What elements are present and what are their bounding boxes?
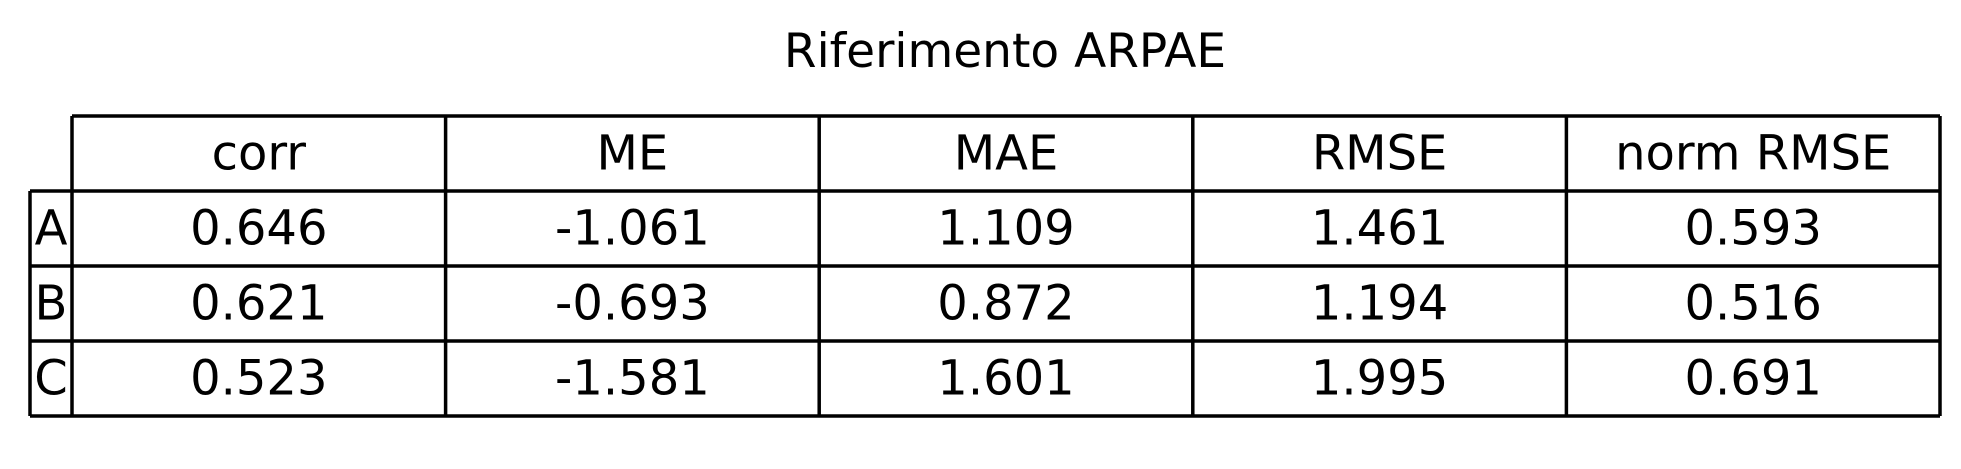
table-cell: 0.872: [937, 276, 1074, 332]
table-cell: 1.995: [1311, 351, 1448, 407]
column-header: corr: [212, 126, 307, 182]
table-cell: 0.593: [1684, 201, 1821, 257]
column-header: ME: [597, 126, 669, 182]
row-label: A: [35, 201, 68, 257]
table-cell: 0.621: [190, 276, 327, 332]
table-cell: -0.693: [555, 276, 710, 332]
table-cell: 1.461: [1311, 201, 1448, 257]
table-cell: 1.601: [937, 351, 1074, 407]
row-label: B: [35, 276, 68, 332]
column-header: RMSE: [1312, 126, 1448, 182]
table-cell: 1.109: [937, 201, 1074, 257]
table-cell: -1.581: [555, 351, 710, 407]
table-cell: 1.194: [1311, 276, 1448, 332]
row-label: C: [34, 351, 68, 407]
table-cell: -1.061: [555, 201, 710, 257]
column-header: norm RMSE: [1615, 126, 1891, 182]
table-cell: 0.691: [1684, 351, 1821, 407]
table-cell: 0.516: [1684, 276, 1821, 332]
column-header: MAE: [954, 126, 1059, 182]
table-cell: 0.523: [190, 351, 327, 407]
table-title: Riferimento ARPAE: [783, 24, 1227, 79]
table-cell: 0.646: [190, 201, 327, 257]
